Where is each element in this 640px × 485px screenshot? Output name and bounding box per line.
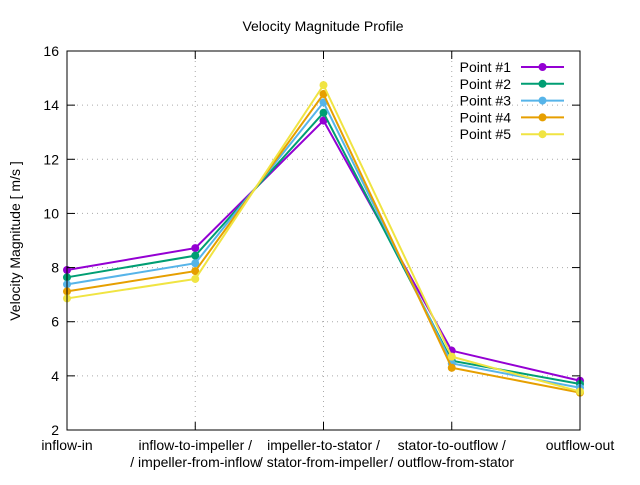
- x-tick-label: impeller-to-stator /: [267, 437, 380, 453]
- series-line-point-2: [66, 110, 581, 385]
- x-tick-label: outflow-out: [546, 437, 615, 453]
- data-point: [191, 274, 200, 283]
- y-tick-label: 8: [51, 260, 59, 276]
- y-ticks: 2 4 6 8 10 12 14 16: [43, 43, 580, 438]
- x-tick-label: inflow-to-impeller /: [138, 437, 252, 453]
- y-tick-label: 2: [51, 422, 59, 438]
- legend-marker: [538, 113, 547, 122]
- y-axis-label: Velocity Magnitude [ m/s ]: [7, 161, 23, 321]
- x-tick-label: / outflow-from-stator: [390, 454, 515, 470]
- legend-label: Point #1: [460, 59, 512, 75]
- series-group: [63, 81, 584, 397]
- data-point: [319, 81, 328, 90]
- legend-label: Point #4: [460, 109, 512, 125]
- data-point: [191, 251, 200, 260]
- legend-marker: [538, 96, 547, 105]
- x-tick-label: stator-to-outflow /: [398, 437, 506, 453]
- data-point: [447, 352, 456, 361]
- legend-label: Point #5: [460, 126, 512, 142]
- data-point: [447, 363, 456, 372]
- data-point: [319, 108, 328, 117]
- chart-title: Velocity Magnitude Profile: [242, 18, 403, 34]
- data-point: [191, 259, 200, 268]
- legend-marker: [538, 130, 547, 139]
- data-point: [191, 267, 200, 276]
- legend-marker: [538, 79, 547, 88]
- y-tick-label: 12: [43, 151, 59, 167]
- x-ticks: inflow-in inflow-to-impeller // impeller-…: [41, 51, 614, 470]
- x-tick-label: / impeller-from-inflow: [130, 454, 261, 470]
- legend-label: Point #2: [460, 76, 512, 92]
- y-tick-label: 4: [51, 368, 59, 384]
- legend-marker: [538, 63, 547, 71]
- legend-label: Point #3: [460, 93, 512, 109]
- data-point: [191, 244, 200, 253]
- x-tick-label: / stator-from-impeller: [259, 454, 388, 470]
- x-tick-label: inflow-in: [41, 437, 92, 453]
- y-tick-label: 16: [43, 43, 59, 59]
- y-tick-label: 10: [43, 205, 59, 221]
- y-tick-label: 14: [43, 97, 59, 113]
- data-point: [319, 90, 328, 99]
- series-line-point-3: [66, 100, 581, 389]
- y-tick-label: 6: [51, 314, 59, 330]
